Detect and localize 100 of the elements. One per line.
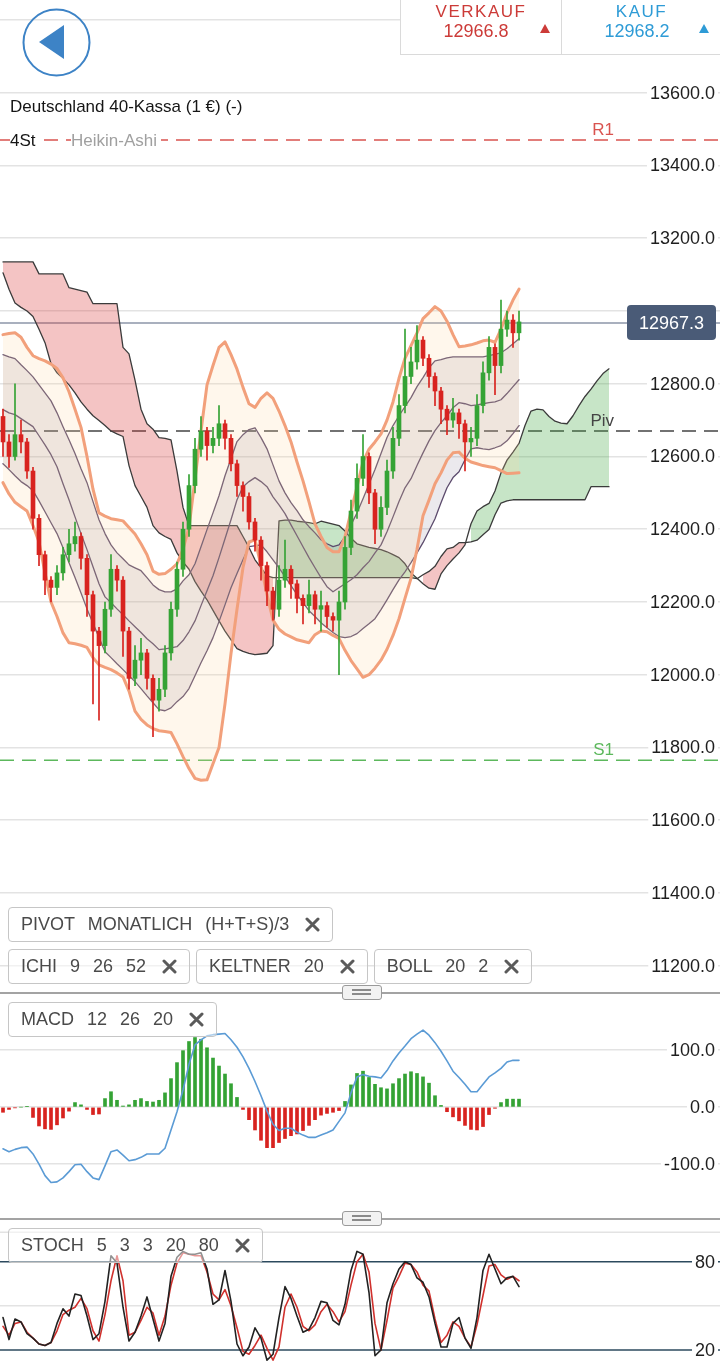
bar [277,1107,281,1143]
bar [127,1104,131,1107]
y-tick-label: -100.0 [663,1154,715,1175]
bar [475,1107,479,1131]
bar [115,1099,119,1107]
bar [457,1107,461,1122]
bar [79,1104,83,1107]
bar [91,1107,95,1115]
bar [253,1107,257,1131]
ref-line-label: 12967.3 [638,312,705,333]
y-tick-label: 12000.0 [649,664,715,685]
ref-line-label: S1 [593,740,614,760]
bar [145,1101,149,1107]
bar [103,1098,107,1107]
annotation: BOLL 20 2 [386,956,489,977]
annotation: 12966.8 [442,21,510,42]
bar [49,1107,53,1130]
annotation: KAUF [614,2,669,22]
y-tick-label: 13400.0 [649,155,715,176]
bar [379,1087,383,1107]
ref-line-label: Piv [590,411,615,431]
chip: STOCH 5 3 3 20 80 [8,1228,263,1263]
bar [37,1107,41,1127]
bar [481,1107,485,1127]
chip: KELTNER 20 [196,949,368,984]
y-tick-label: 20 [694,1339,715,1360]
bar [463,1107,467,1126]
bar [85,1107,89,1110]
bar [265,1107,269,1148]
chip: BOLL 20 2 [373,949,533,984]
bar [385,1088,389,1107]
bar [109,1091,113,1107]
bar [247,1107,251,1121]
bar [283,1107,287,1139]
bar [259,1107,263,1141]
annotation: PIVOT MONATLICH (H+T+S)/3 [21,914,290,935]
bar [331,1107,335,1113]
bar [1,1107,5,1113]
annotation: MACD 12 26 20 [21,1009,174,1030]
bar [199,1038,203,1107]
y-tick-label: 12600.0 [649,446,715,467]
bar [409,1071,413,1107]
bar [355,1073,359,1107]
bar [133,1099,137,1107]
bar [97,1107,101,1115]
bar [61,1107,65,1119]
text: Deutschland 40-Kassa (1 €) (-) [10,97,243,117]
bar [271,1107,275,1148]
bar [319,1107,323,1116]
chip: MACD 12 26 20 [8,1002,218,1037]
bar [139,1098,143,1107]
y-tick-label: 80 [694,1251,715,1272]
bar [223,1073,227,1107]
bar [343,1101,347,1107]
bar [367,1077,371,1107]
chip: ICHI 9 26 52 [8,949,191,984]
bar [505,1098,509,1107]
y-tick-label: 12200.0 [649,591,715,612]
quote-box: VERKAUF 12966.8 [400,0,562,55]
y-tick-label: 12400.0 [649,519,715,540]
bar [205,1047,209,1107]
bar [469,1107,473,1130]
bar [157,1099,161,1107]
bar [55,1107,59,1126]
bar [151,1101,155,1107]
text: 4St [10,131,36,151]
y-tick-label: 11600.0 [651,810,715,831]
bar [193,1037,197,1107]
bar [373,1083,377,1107]
bar [241,1107,245,1110]
bar [445,1107,449,1113]
bar [415,1073,419,1107]
y-tick-label: 13600.0 [649,82,715,103]
bar [229,1083,233,1107]
y-tick-label: 100.0 [669,1040,715,1061]
bar [301,1107,305,1131]
ref-line-label: R1 [592,120,614,140]
bar [7,1107,11,1110]
bar [487,1107,491,1115]
annotation: KELTNER 20 [209,956,324,977]
bar [31,1107,35,1118]
bar [289,1107,293,1137]
bar [427,1082,431,1107]
bar [187,1041,191,1107]
bar [163,1092,167,1107]
bar [421,1076,425,1107]
bar [313,1107,317,1121]
y-tick-label: 12800.0 [649,373,715,394]
bar [73,1102,77,1107]
annotation: 12968.2 [603,21,671,42]
annotation: Heikin-Ashi [71,131,161,151]
bar [43,1107,47,1130]
bar [217,1065,221,1107]
bar [337,1107,341,1111]
bar [391,1083,395,1107]
bar [451,1107,455,1118]
bar [433,1095,437,1107]
y-tick-label: 11400.0 [651,882,715,903]
annotation: VERKAUF [434,2,528,22]
y-tick-label: 13200.0 [649,228,715,249]
